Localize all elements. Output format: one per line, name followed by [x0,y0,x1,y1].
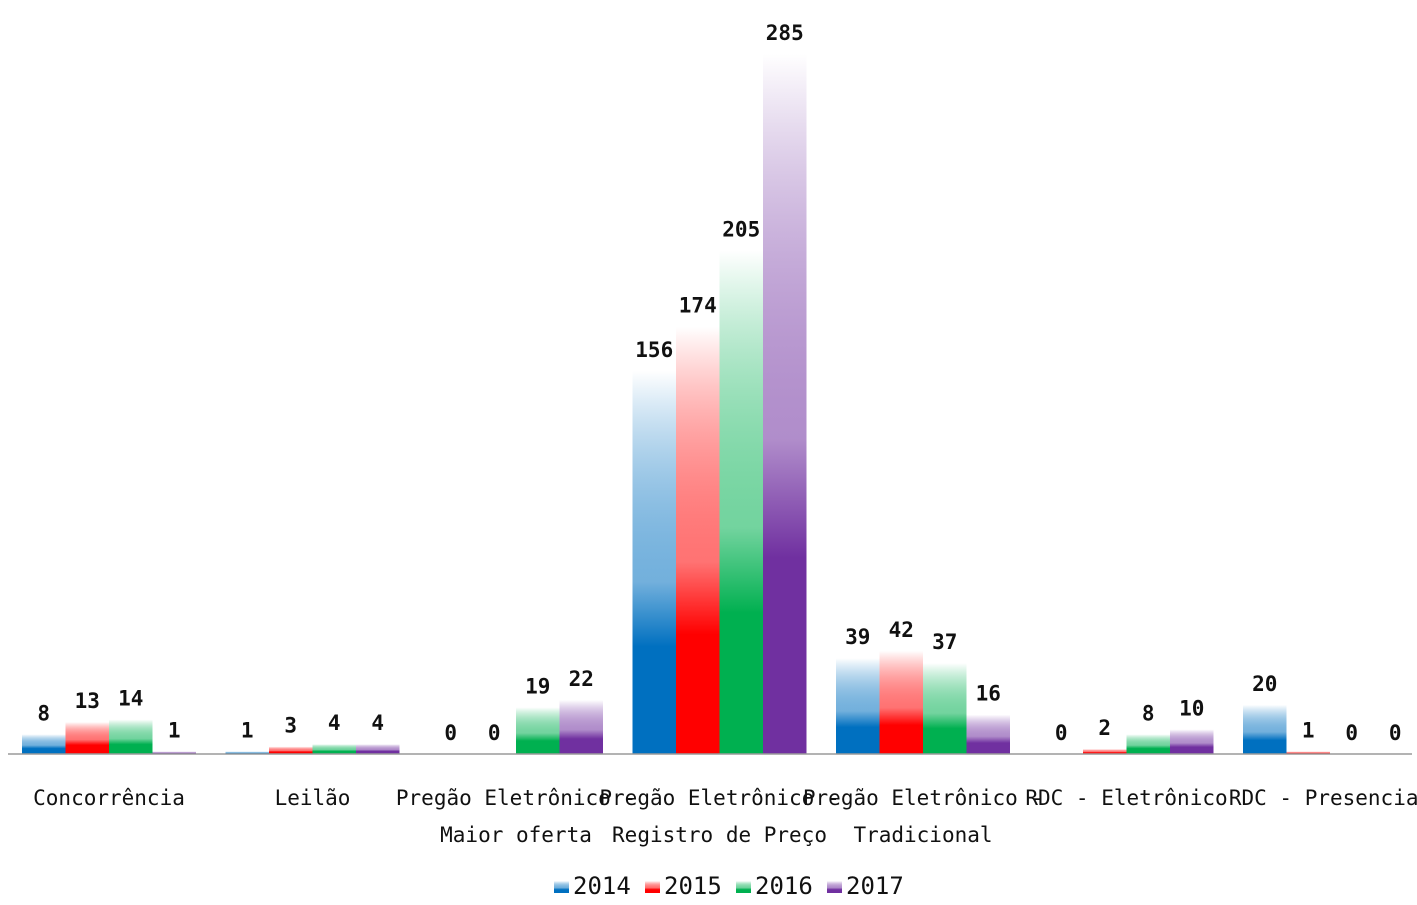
value-label: 20 [1252,672,1277,696]
bar-2014-5 [836,658,880,754]
value-label: 174 [679,294,717,318]
category-label: Registro de Preço [612,823,827,847]
category-label: Pregão Eletrônico - [396,786,636,810]
value-label: 14 [118,687,143,711]
legend-label-2014: 2014 [573,872,631,900]
value-label: 3 [284,714,297,738]
legend-swatch-2015 [645,881,660,893]
value-label: 1 [1302,719,1315,743]
value-label: 1 [241,719,254,743]
category-label: RDC - Eletrônico [1025,786,1227,810]
legend-label-2015: 2015 [664,872,722,900]
value-label: 1 [168,719,181,743]
bar-2015-4 [676,326,720,754]
bar-2017-3 [559,699,603,754]
bar-2016-3 [516,707,560,754]
value-label: 205 [722,217,760,241]
value-label: 16 [976,682,1001,706]
value-label: 0 [1345,721,1358,745]
bar-2015-7 [1286,751,1330,754]
bar-2014-4 [632,370,676,754]
category-label: Tradicional [853,823,992,847]
bar-2017-1 [152,751,196,754]
legend-label-2016: 2016 [755,872,813,900]
bar-2016-5 [923,663,967,754]
bars-layer [22,54,1330,755]
value-label: 42 [889,618,914,642]
bar-2016-2 [312,744,356,754]
value-label: 39 [845,625,870,649]
value-label: 156 [635,338,673,362]
value-label: 285 [766,21,804,45]
bar-2016-4 [719,250,763,755]
value-label: 0 [444,721,457,745]
category-label: RDC - Presencial [1229,786,1417,810]
bar-2016-6 [1126,734,1170,754]
category-label: Maior oferta [440,823,592,847]
category-label: Pregão Eletrônico - [803,786,1043,810]
value-label: 0 [1389,721,1402,745]
value-label: 19 [525,674,550,698]
legend-label-2017: 2017 [846,872,904,900]
bar-2015-2 [269,746,313,754]
category-labels-layer: Concorrência Leilão Pregão Eletrônico - Mai… [33,786,1417,847]
value-label: 13 [75,689,100,713]
value-label: 2 [1098,716,1111,740]
bar-2014-7 [1243,704,1287,754]
legend-swatch-2016 [736,881,751,893]
value-label: 4 [371,711,384,735]
category-label: Leilão [275,786,351,810]
value-label: 4 [328,711,341,735]
value-label: 22 [569,667,594,691]
legend: 2014 2015 2016 2017 [554,872,904,900]
value-label: 8 [37,701,50,725]
bar-2016-1 [109,719,153,754]
legend-swatch-2017 [827,881,842,893]
bar-2015-6 [1083,749,1127,754]
bar-2017-5 [966,714,1010,754]
value-label: 37 [932,630,957,654]
bar-2017-2 [356,744,400,754]
bar-2015-1 [65,722,109,754]
bar-2014-1 [22,734,66,754]
legend-swatch-2014 [554,881,569,893]
value-label: 8 [1142,701,1155,725]
bar-2017-4 [763,54,807,754]
category-label: Pregão Eletrônico - [599,786,839,810]
bar-2017-6 [1170,729,1214,754]
value-label: 10 [1179,696,1204,720]
category-label: Concorrência [33,786,185,810]
value-label: 0 [488,721,501,745]
bar-2015-5 [879,650,923,754]
value-label: 0 [1055,721,1068,745]
bar-2014-2 [225,751,269,754]
